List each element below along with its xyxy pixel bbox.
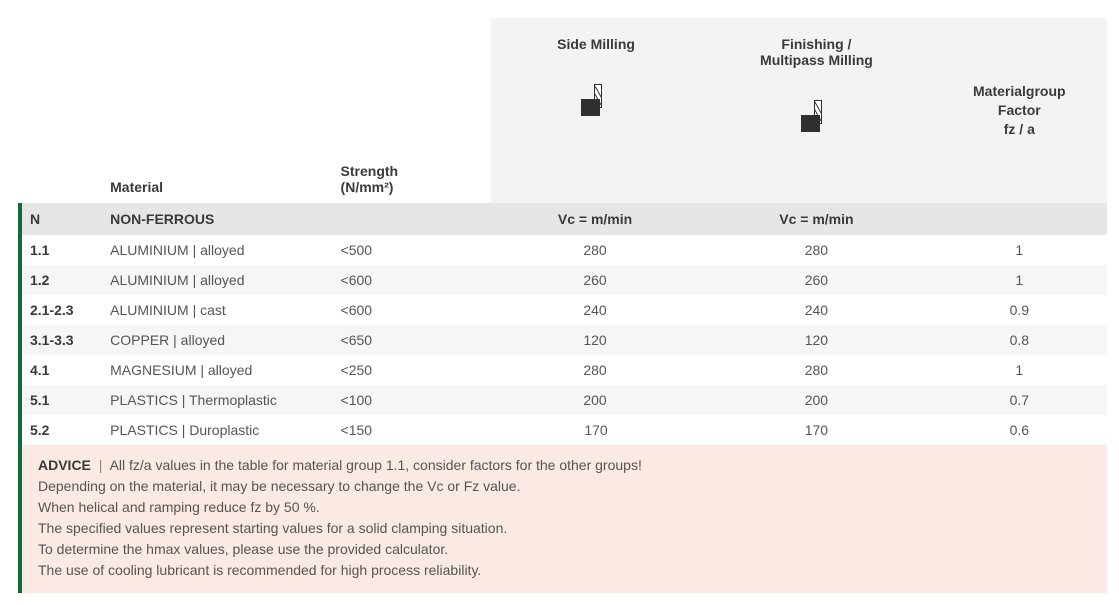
- table-row: 4.1MAGNESIUM | alloyed<2502802801: [20, 355, 1107, 385]
- header-material: Material: [100, 157, 330, 203]
- cell-strength: <600: [331, 265, 491, 295]
- advice-line-2: When helical and ramping reduce fz by 50…: [38, 499, 320, 515]
- factor-title: MaterialgroupFactorfz / a: [940, 82, 1099, 139]
- finishing-milling-icon: [801, 96, 831, 132]
- cell-code: 4.1: [20, 355, 100, 385]
- category-strength-blank: [331, 203, 491, 235]
- cell-side-milling: 200: [491, 385, 701, 415]
- table-row: 1.1ALUMINIUM | alloyed<5002802801: [20, 235, 1107, 265]
- cell-factor: 1: [932, 355, 1107, 385]
- category-code: N: [20, 203, 100, 235]
- table-row: 5.1PLASTICS | Thermoplastic<1002002000.7: [20, 385, 1107, 415]
- category-row: N NON-FERROUS Vc = m/min Vc = m/min: [20, 203, 1107, 235]
- header-side-milling: Side Milling: [491, 18, 701, 157]
- cell-side-milling: 170: [491, 415, 701, 445]
- table-body: N NON-FERROUS Vc = m/min Vc = m/min 1.1A…: [20, 203, 1107, 445]
- cell-side-milling: 260: [491, 265, 701, 295]
- table-row: 1.2ALUMINIUM | alloyed<6002602601: [20, 265, 1107, 295]
- cell-strength: <150: [331, 415, 491, 445]
- header-row-icons: Side Milling Finishing /Multipass Millin…: [20, 18, 1107, 157]
- header-finishing-milling: Finishing /Multipass Milling: [701, 18, 931, 157]
- cell-factor: 0.7: [932, 385, 1107, 415]
- category-name: NON-FERROUS: [100, 203, 330, 235]
- cell-code: 2.1-2.3: [20, 295, 100, 325]
- cell-finishing-milling: 120: [701, 325, 931, 355]
- cell-factor: 0.9: [932, 295, 1107, 325]
- cell-finishing-milling: 280: [701, 355, 931, 385]
- advice-line-1: Depending on the material, it may be nec…: [38, 478, 521, 494]
- advice-label: ADVICE: [38, 457, 91, 473]
- advice-line-5: The use of cooling lubricant is recommen…: [38, 562, 481, 578]
- header-strength: Strength(N/mm²): [331, 157, 491, 203]
- cell-code: 5.1: [20, 385, 100, 415]
- finishing-milling-title: Finishing /Multipass Milling: [709, 36, 923, 68]
- cell-code: 1.2: [20, 265, 100, 295]
- advice-line-0: All fz/a values in the table for materia…: [110, 457, 642, 473]
- cell-finishing-milling: 200: [701, 385, 931, 415]
- header-side-blank: [491, 157, 701, 203]
- category-vc-side: Vc = m/min: [491, 203, 701, 235]
- table-row: 2.1-2.3ALUMINIUM | cast<6002402400.9: [20, 295, 1107, 325]
- cell-finishing-milling: 280: [701, 235, 931, 265]
- cell-strength: <500: [331, 235, 491, 265]
- cell-strength: <100: [331, 385, 491, 415]
- header-materialgroup-factor: MaterialgroupFactorfz / a: [932, 18, 1107, 157]
- cell-factor: 1: [932, 265, 1107, 295]
- header-finish-blank: [701, 157, 931, 203]
- milling-parameters-table: Side Milling Finishing /Multipass Millin…: [18, 18, 1107, 445]
- cell-side-milling: 280: [491, 355, 701, 385]
- cell-strength: <600: [331, 295, 491, 325]
- cell-side-milling: 280: [491, 235, 701, 265]
- cell-code: 5.2: [20, 415, 100, 445]
- cell-strength: <250: [331, 355, 491, 385]
- category-factor-blank: [932, 203, 1107, 235]
- cell-material: PLASTICS | Thermoplastic: [100, 385, 330, 415]
- cell-finishing-milling: 240: [701, 295, 931, 325]
- cell-material: PLASTICS | Duroplastic: [100, 415, 330, 445]
- cell-finishing-milling: 260: [701, 265, 931, 295]
- header-row-labels: Material Strength(N/mm²): [20, 157, 1107, 203]
- cell-finishing-milling: 170: [701, 415, 931, 445]
- advice-separator: |: [95, 457, 107, 473]
- cell-strength: <650: [331, 325, 491, 355]
- advice-line-4: To determine the hmax values, please use…: [38, 541, 448, 557]
- cell-factor: 1: [932, 235, 1107, 265]
- side-milling-title: Side Milling: [499, 36, 693, 52]
- cell-material: ALUMINIUM | alloyed: [100, 265, 330, 295]
- advice-box: ADVICE | All fz/a values in the table fo…: [18, 445, 1107, 593]
- table-row: 3.1-3.3COPPER | alloyed<6501201200.8: [20, 325, 1107, 355]
- cell-material: ALUMINIUM | cast: [100, 295, 330, 325]
- cell-side-milling: 240: [491, 295, 701, 325]
- cell-material: ALUMINIUM | alloyed: [100, 235, 330, 265]
- category-vc-finish: Vc = m/min: [701, 203, 931, 235]
- cell-code: 1.1: [20, 235, 100, 265]
- header-blank: [20, 18, 491, 157]
- header-code-blank: [20, 157, 100, 203]
- cell-code: 3.1-3.3: [20, 325, 100, 355]
- cell-material: COPPER | alloyed: [100, 325, 330, 355]
- header-factor-blank: [932, 157, 1107, 203]
- cell-factor: 0.8: [932, 325, 1107, 355]
- cell-side-milling: 120: [491, 325, 701, 355]
- cell-material: MAGNESIUM | alloyed: [100, 355, 330, 385]
- cell-factor: 0.6: [932, 415, 1107, 445]
- milling-table-container: Side Milling Finishing /Multipass Millin…: [0, 0, 1119, 605]
- table-row: 5.2PLASTICS | Duroplastic<1501701700.6: [20, 415, 1107, 445]
- side-milling-icon: [581, 80, 611, 116]
- advice-line-3: The specified values represent starting …: [38, 520, 507, 536]
